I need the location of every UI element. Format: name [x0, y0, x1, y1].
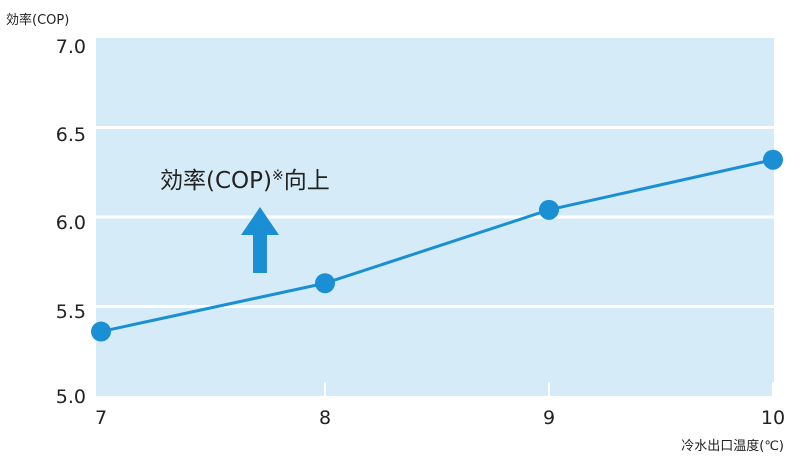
annotation-mark: ※ [272, 168, 284, 184]
x-tick-labels: 7 8 9 10 [95, 407, 785, 429]
x-tick-label: 8 [319, 407, 331, 429]
x-tick-label: 10 [761, 407, 785, 429]
data-point [91, 321, 111, 342]
arrow-up-icon [241, 207, 279, 273]
grid-lines [96, 126, 774, 308]
improvement-annotation: 効率(COP)※向上 [160, 168, 330, 273]
y-tick-label: 5.5 [56, 301, 86, 323]
y-tick-label: 6.5 [56, 124, 86, 146]
y-tick-labels: 5.0 5.5 6.0 6.5 7.0 [56, 36, 86, 408]
y-tick-label: 6.0 [56, 212, 86, 234]
series-line [100, 158, 774, 334]
x-axis-label: 冷水出口温度(℃) [681, 438, 784, 454]
data-point [315, 273, 335, 294]
data-point [763, 149, 783, 170]
svg-text:効率(COP)※向上: 効率(COP)※向上 [160, 168, 330, 194]
x-tick-label: 9 [543, 407, 555, 429]
x-tick-label: 7 [95, 407, 107, 429]
data-point [539, 199, 559, 220]
y-tick-label: 7.0 [56, 36, 86, 58]
y-tick-label: 5.0 [56, 386, 86, 408]
data-points [91, 149, 783, 342]
series-line-group [100, 158, 774, 334]
annotation-text: 効率(COP) [160, 168, 272, 194]
axis-ticks [324, 382, 774, 398]
y-axis-label: 効率(COP) [6, 12, 69, 28]
annotation-suffix: 向上 [284, 168, 330, 194]
